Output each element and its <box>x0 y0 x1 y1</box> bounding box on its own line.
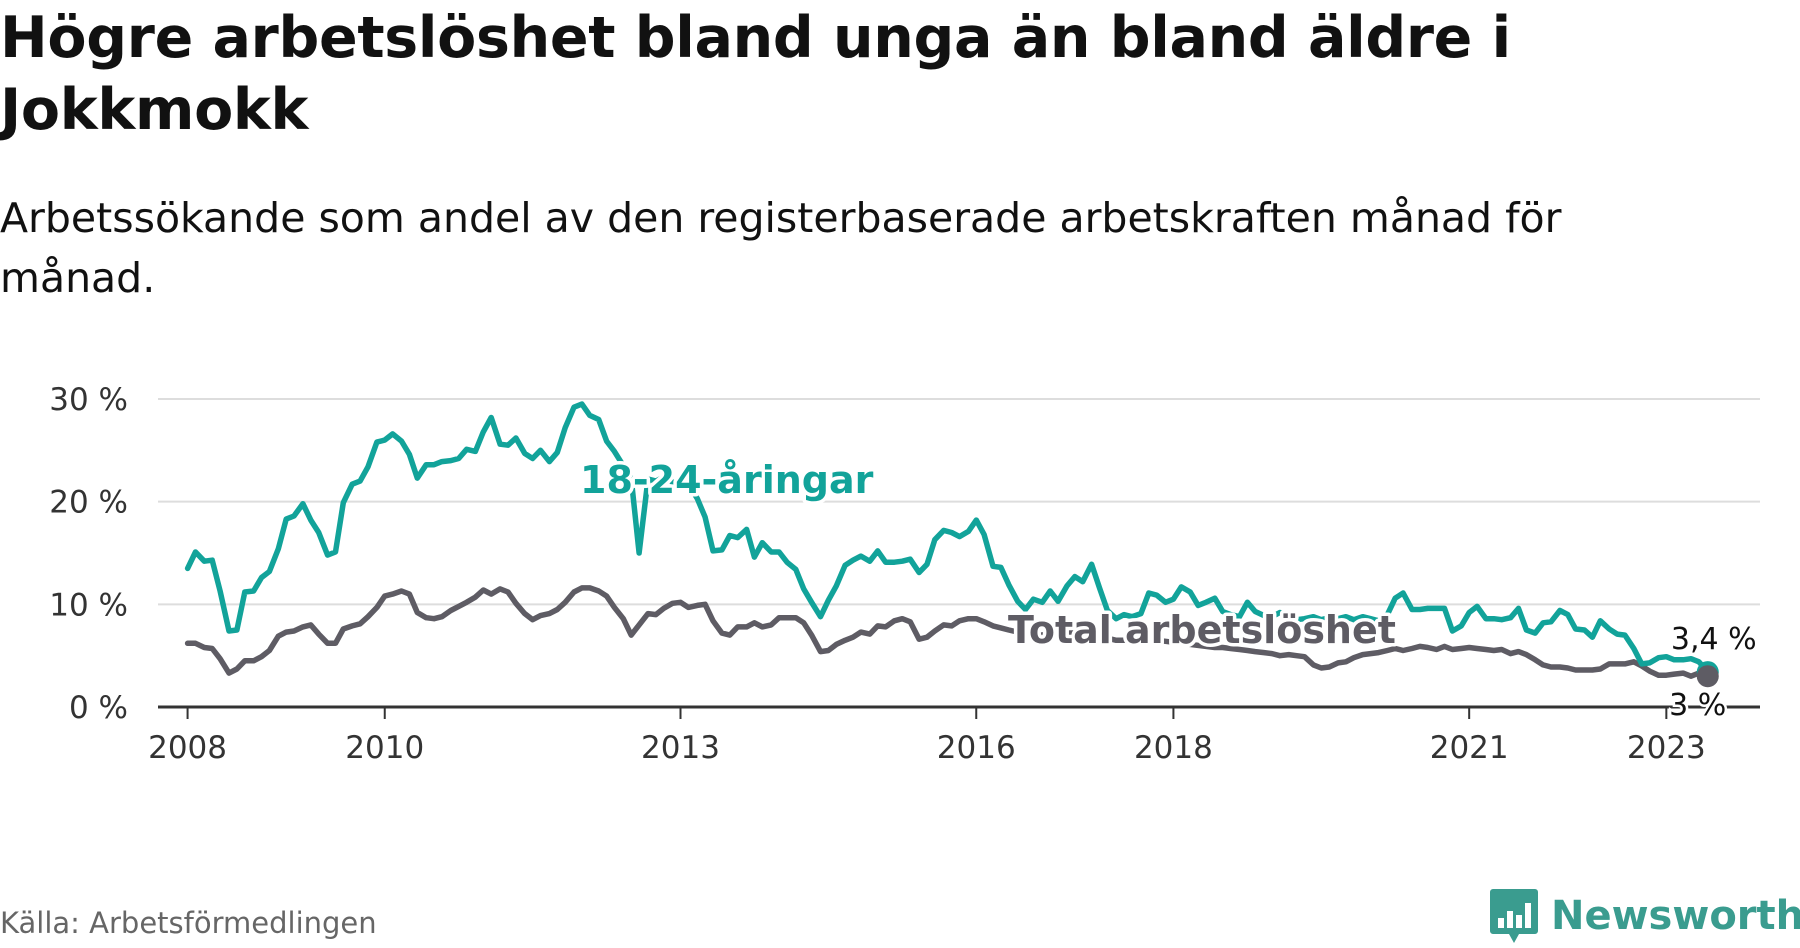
series-layer <box>184 401 1719 688</box>
label-layer: 18-24-åringar Total arbetslöshet 3,4 % 3 % <box>577 455 1760 726</box>
brand-name: Newsworthy <box>1551 893 1800 939</box>
end-marker-total <box>1696 665 1719 688</box>
chart-subtitle: Arbetssökande som andel av den registerb… <box>0 194 1562 302</box>
grid-layer <box>158 398 1760 606</box>
y-tick-label: 30 % <box>49 382 128 418</box>
x-tick-label: 2016 <box>937 730 1016 766</box>
source-note: Källa: Arbetsförmedlingen <box>0 906 377 940</box>
series-line-total <box>184 585 1711 679</box>
series-label-total: Total arbetslöshet <box>1008 608 1396 652</box>
y-tick-label: 20 % <box>49 485 128 521</box>
series-label-youth: 18-24-åringar <box>580 458 874 502</box>
y-tick-label: 10 % <box>49 587 128 623</box>
series-line-youth <box>184 401 1711 675</box>
y-tick-label: 0 % <box>69 690 128 726</box>
x-tick-label: 2021 <box>1430 730 1509 766</box>
bar-chart-icon <box>1490 889 1538 943</box>
end-label-total: 3 % <box>1669 688 1726 723</box>
axis-layer: 0 % 10 % 20 % 30 % 2008 2010 2013 2016 2018 2021 2… <box>49 382 1760 766</box>
x-tick-label: 2008 <box>148 730 227 766</box>
chart-title: Högre arbetslöshet bland unga än bland ä… <box>0 5 1511 143</box>
brand-logo[interactable]: Newsworthy <box>1489 887 1800 945</box>
x-tick-label: 2013 <box>641 730 720 766</box>
x-tick-label: 2023 <box>1627 730 1706 766</box>
x-tick-label: 2010 <box>345 730 424 766</box>
x-tick-label: 2018 <box>1134 730 1213 766</box>
end-label-youth: 3,4 % <box>1671 622 1757 657</box>
